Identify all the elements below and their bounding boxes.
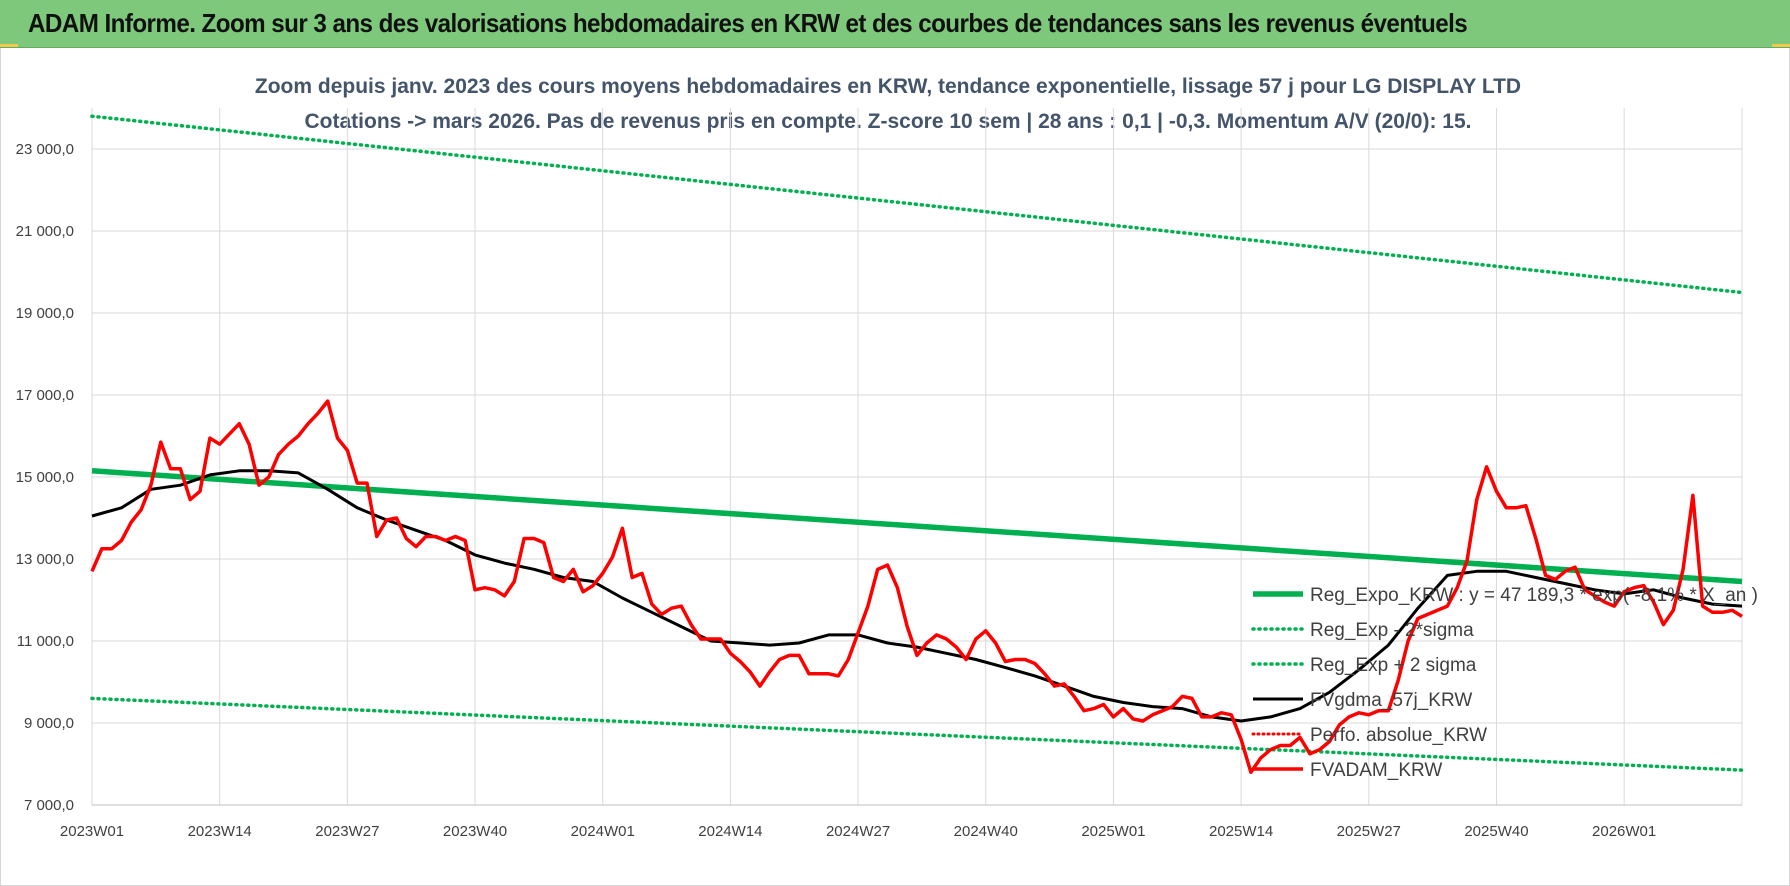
y-tick-label: 13 000,0 [16, 551, 74, 568]
x-tick-label: 2023W14 [188, 823, 252, 840]
report-banner: ADAM Informe. Zoom sur 3 ans des valoris… [0, 0, 1790, 48]
chart-subtitle-line-1: Zoom depuis janv. 2023 des cours moyens … [255, 75, 1521, 98]
x-tick-label: 2024W14 [698, 823, 762, 840]
y-tick-label: 15 000,0 [16, 469, 74, 486]
series-reg-exp [90, 696, 1744, 772]
y-tick-label: 19 000,0 [16, 305, 74, 322]
banner-accent-right [1772, 44, 1790, 47]
plot-area [90, 114, 1744, 774]
x-tick-label: 2024W01 [571, 823, 635, 840]
series-reg-exp [90, 114, 1744, 295]
x-tick-label: 2026W01 [1592, 823, 1656, 840]
y-tick-label: 23 000,0 [16, 141, 74, 158]
x-tick-label: 2023W40 [443, 823, 507, 840]
legend-label: FVADAM_KRW [1310, 760, 1442, 781]
y-tick-label: 21 000,0 [16, 223, 74, 240]
y-tick-label: 17 000,0 [16, 387, 74, 404]
legend: Reg_Expo_KRW : y = 47 189,3 * exp( -8,1%… [1251, 585, 1758, 781]
legend-label: Perfo. absolue_KRW [1310, 725, 1487, 746]
y-tick-label: 11 000,0 [17, 633, 74, 650]
x-tick-label: 2025W27 [1337, 823, 1401, 840]
y-tick-label: 7 000,0 [24, 797, 74, 814]
x-tick-label: 2023W01 [60, 823, 124, 840]
legend-label: FVgdma_57j_KRW [1310, 690, 1472, 711]
x-tick-label: 2024W27 [826, 823, 890, 840]
x-tick-label: 2024W40 [954, 823, 1018, 840]
x-tick-label: 2025W40 [1464, 823, 1528, 840]
banner-accent-left [0, 44, 18, 47]
y-tick-label: 9 000,0 [24, 715, 74, 732]
x-axis: 2023W01 2023W14 2023W27 2023W40 2024W01 2024W… [60, 823, 1656, 840]
x-tick-label: 2023W27 [315, 823, 379, 840]
series-fvgdma-57j-krw [91, 469, 1743, 723]
chart-subtitle-line-2: Cotations -> mars 2026. Pas de revenus p… [305, 110, 1472, 133]
x-tick-label: 2025W01 [1081, 823, 1145, 840]
y-axis: 7 000,0 9 000,0 11 000,0 13 000,0 15 000,0 17… [16, 141, 74, 814]
x-tick-label: 2025W14 [1209, 823, 1273, 840]
legend-label: Reg_Exp + 2 sigma [1310, 655, 1477, 676]
grid [91, 108, 1743, 806]
legend-label: Reg_Exp - 2*sigma [1310, 620, 1474, 641]
series-fvadam-krw [90, 399, 1743, 774]
report-title: ADAM Informe. Zoom sur 3 ans des valoris… [28, 8, 1468, 38]
legend-label: Reg_Expo_KRW : y = 47 189,3 * exp( -8,1%… [1310, 585, 1758, 606]
